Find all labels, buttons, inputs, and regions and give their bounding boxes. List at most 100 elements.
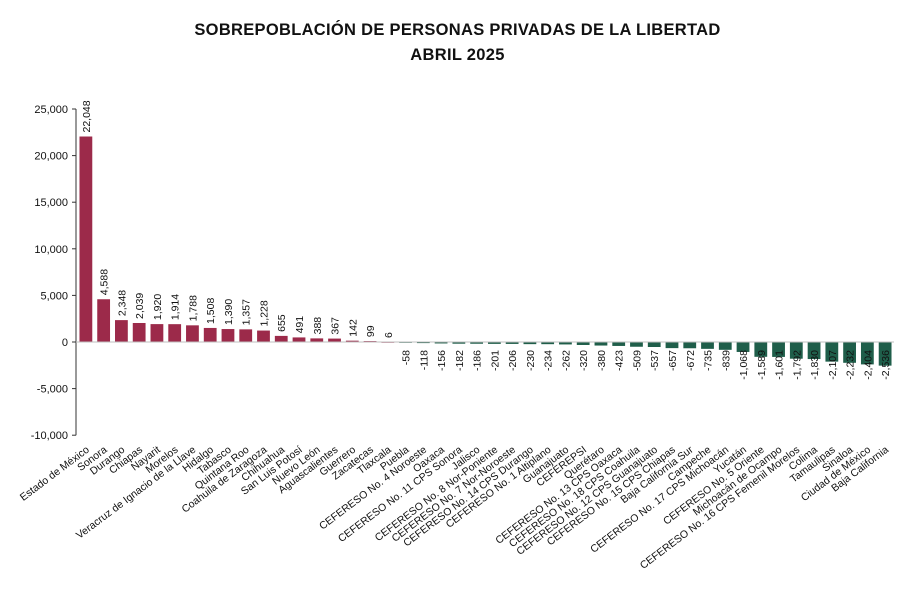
bar [559,342,572,345]
bar-value-label: -1,068 [738,350,750,380]
bar-value-label: 142 [347,319,359,337]
bar-value-label: -657 [667,350,679,371]
bar [789,342,803,359]
bar-value-label: 6 [383,332,395,338]
y-tick-label: 20,000 [34,151,68,163]
y-tick-label: 5,000 [40,290,68,302]
bar [239,329,253,342]
bar-value-label: -58 [401,350,413,365]
bar-value-label: 367 [330,317,342,335]
bar-value-label: 388 [312,317,324,335]
bar [772,342,785,357]
y-tick-label: -10,000 [31,430,68,442]
bar [452,342,466,344]
bar-value-label: -423 [614,350,626,371]
bar [310,338,324,342]
bar [115,320,128,342]
bar [292,337,306,342]
bar [416,342,430,344]
bar-value-label: -1,792 [791,350,803,380]
chart-title-block: SOBREPOBLACIÓN DE PERSONAS PRIVADAS DE L… [0,18,915,68]
bar [736,342,750,352]
bar-value-label: 655 [276,314,288,332]
bar [594,342,608,346]
bar-value-label: 1,508 [205,298,217,324]
bar-value-label: -2,232 [845,350,857,380]
bar-value-label: 1,914 [170,294,182,320]
bar-value-label: -234 [543,350,555,371]
bar-value-label: 4,588 [99,269,111,295]
bar [132,322,146,342]
bar-value-label: 1,788 [187,295,199,321]
bar-value-label: -509 [631,350,643,371]
bar-value-label: -320 [578,350,590,371]
bar-value-label: -672 [685,350,697,371]
bar [274,335,288,342]
bar-value-label: -1,830 [809,350,821,380]
bar [505,342,519,344]
y-tick-label: 10,000 [34,244,68,256]
bar-value-label: -735 [703,350,715,371]
bar [701,342,714,349]
y-tick-label: -5,000 [37,384,68,396]
bar [576,342,590,345]
bar [541,342,555,345]
bar [683,342,697,349]
bar-value-label: 22,048 [81,100,93,132]
bar-value-label: -839 [720,350,732,371]
x-tick-label: Estado de México [18,444,92,504]
bar-value-label: 2,348 [116,290,128,316]
bar [630,342,643,347]
chart-title: SOBREPOBLACIÓN DE PERSONAS PRIVADAS DE L… [194,21,721,39]
bar-value-label: -182 [454,350,466,371]
bar [807,342,821,360]
bar [647,342,661,348]
bar [665,342,679,349]
bar-value-label: 1,357 [241,299,253,325]
bar-value-label: 1,390 [223,299,235,325]
bar [878,342,892,366]
bar-value-label: 1,920 [152,294,164,320]
bar [487,342,501,344]
bar [612,342,626,346]
bar-value-label: -156 [436,350,448,371]
bar [754,342,768,357]
bar-value-label: 2,039 [134,293,146,319]
bar-value-label: -1,589 [756,350,768,380]
y-tick-label: 0 [62,337,68,349]
bar [843,342,856,363]
bar-value-label: -2,536 [880,350,892,380]
bar [186,325,199,342]
bar [97,299,111,342]
bar-value-label: -230 [525,350,537,371]
bar [257,330,270,342]
bar-value-label: -2,107 [827,350,839,380]
bar-value-label: -186 [472,350,484,371]
bar-value-label: -201 [489,350,501,371]
bar-value-label: -2,404 [862,350,874,380]
bar [523,342,537,345]
bar [860,342,874,365]
bar-value-label: -537 [649,350,661,371]
bar [345,340,359,342]
bar-value-label: -118 [418,350,430,370]
bar [168,324,182,342]
bar [203,327,217,342]
bar [718,342,732,350]
bar [79,136,93,342]
bar [434,342,448,344]
bar [825,342,839,362]
bar-value-label: 99 [365,325,377,337]
bar [221,329,235,342]
bar [328,338,341,342]
chart-subtitle: ABRIL 2025 [410,46,505,64]
bar-value-label: -1,601 [774,350,786,380]
bar-value-label: -206 [507,350,519,371]
bar-value-label: -380 [596,350,608,371]
bar-value-label: 1,228 [258,300,270,326]
bar-value-label: -262 [560,350,572,371]
y-tick-label: 25,000 [34,104,68,116]
y-tick-label: 15,000 [34,197,68,209]
bar [470,342,484,344]
